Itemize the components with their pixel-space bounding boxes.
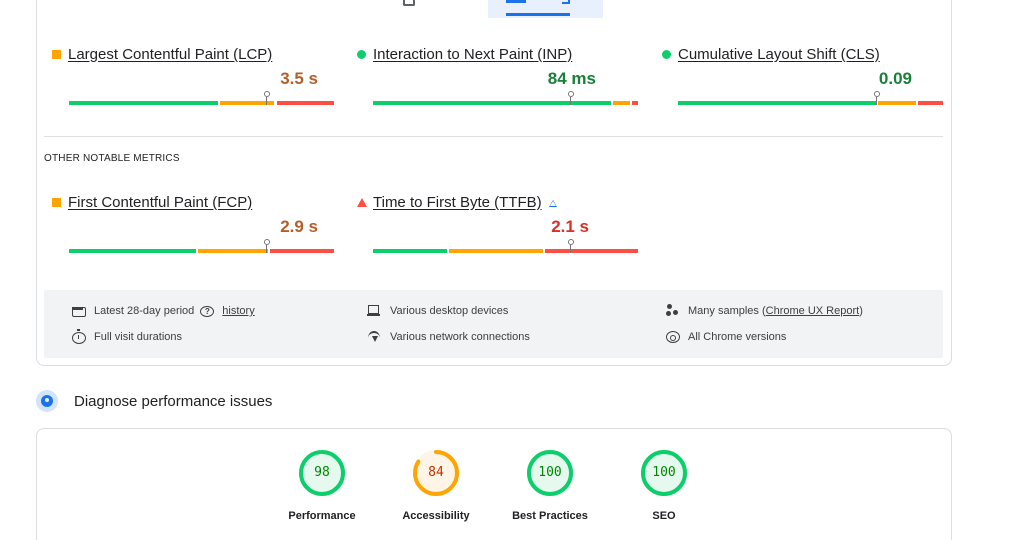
distribution-bar bbox=[373, 239, 638, 255]
good-segment bbox=[69, 249, 196, 253]
active-tab-underline bbox=[506, 13, 570, 16]
metric-name-link[interactable]: Cumulative Layout Shift (CLS) bbox=[678, 45, 880, 63]
poor-segment bbox=[918, 101, 943, 105]
poor-segment bbox=[277, 101, 334, 105]
gauge-label: Performance bbox=[288, 510, 356, 522]
poor-segment bbox=[545, 249, 638, 253]
metric-value: 0.09 bbox=[878, 69, 912, 88]
metric-value: 84 ms bbox=[547, 69, 596, 88]
chrome-ux-report-link[interactable]: Chrome UX Report bbox=[765, 305, 860, 317]
desktop-tab[interactable] bbox=[488, 0, 603, 18]
gauge-score: 100 bbox=[538, 465, 562, 480]
gauge-arc bbox=[641, 450, 687, 496]
data-collection-info bbox=[44, 290, 943, 358]
poor-segment bbox=[270, 249, 334, 253]
help-icon[interactable]: ? bbox=[200, 305, 215, 317]
score-gauge-seo[interactable]: 100 SEO bbox=[614, 449, 714, 522]
mobile-tab-icon[interactable] bbox=[403, 0, 415, 6]
gauge-score: 100 bbox=[652, 465, 676, 480]
lighthouse-icon bbox=[36, 390, 58, 412]
calendar-icon bbox=[72, 307, 86, 317]
diagnose-header: Diagnose performance issues bbox=[36, 390, 272, 412]
average-segment bbox=[198, 249, 268, 253]
p75-marker bbox=[874, 91, 880, 105]
metric-value: 3.5 s bbox=[280, 69, 318, 88]
metric-name-link[interactable]: Interaction to Next Paint (INP) bbox=[373, 45, 573, 63]
average-segment bbox=[220, 101, 274, 105]
poor-segment bbox=[632, 101, 638, 105]
green-circle-icon bbox=[662, 49, 671, 59]
good-segment bbox=[373, 249, 447, 253]
average-segment bbox=[878, 101, 916, 105]
gauge-ring: 98 bbox=[298, 449, 346, 497]
metric-ttfb: Time to First Byte (TTFB) 2.1 s bbox=[357, 193, 638, 255]
p75-marker bbox=[568, 91, 574, 105]
gauge-arc bbox=[527, 450, 573, 496]
gauge-ring: 100 bbox=[526, 449, 574, 497]
gauge-score: 98 bbox=[314, 465, 330, 480]
lighthouse-card bbox=[36, 428, 952, 540]
average-segment bbox=[449, 249, 543, 253]
wifi-icon bbox=[368, 330, 382, 344]
red-triangle-icon bbox=[357, 197, 367, 207]
gauge-arc bbox=[299, 450, 345, 496]
history-link[interactable]: history bbox=[222, 305, 255, 317]
good-segment bbox=[373, 101, 611, 105]
info-network: Various network connections bbox=[368, 330, 530, 344]
chrome-icon bbox=[666, 331, 680, 343]
desktop-tab-icon bbox=[506, 0, 526, 3]
info-period: Latest 28-day period ? history bbox=[72, 304, 255, 318]
score-gauge-best-practices[interactable]: 100 Best Practices bbox=[500, 449, 600, 522]
gauge-label: SEO bbox=[652, 510, 676, 522]
green-circle-icon bbox=[357, 49, 366, 59]
desktop-tab-icon-edge bbox=[562, 0, 570, 4]
metric-cls: Cumulative Layout Shift (CLS) 0.09 bbox=[662, 45, 943, 107]
samples-icon bbox=[666, 304, 680, 318]
field-data-card bbox=[36, 0, 952, 366]
p75-marker bbox=[568, 239, 574, 253]
info-samples: Many samples (Chrome UX Report) bbox=[666, 304, 863, 318]
metric-lcp: Largest Contentful Paint (LCP) 3.5 s bbox=[52, 45, 334, 107]
p75-marker bbox=[264, 239, 270, 253]
gauge-label: Accessibility bbox=[402, 510, 470, 522]
metric-value: 2.1 s bbox=[551, 217, 589, 236]
gauge-ring: 84 bbox=[412, 449, 460, 497]
devices-icon bbox=[367, 304, 382, 318]
gauge-arc bbox=[413, 450, 459, 496]
metric-value: 2.9 s bbox=[280, 217, 318, 236]
distribution-bar bbox=[373, 91, 638, 107]
good-segment bbox=[69, 101, 218, 105]
gauge-ring: 100 bbox=[640, 449, 688, 497]
distribution-bar bbox=[678, 91, 943, 107]
p75-marker bbox=[264, 91, 270, 105]
info-devices: Various desktop devices bbox=[367, 304, 508, 318]
diagnose-title: Diagnose performance issues bbox=[74, 392, 273, 410]
timer-icon bbox=[72, 328, 86, 344]
distribution-bar bbox=[69, 239, 334, 255]
distribution-bar bbox=[69, 91, 334, 107]
section-divider bbox=[44, 136, 943, 137]
flask-icon[interactable] bbox=[548, 197, 558, 207]
metric-fcp: First Contentful Paint (FCP) 2.9 s bbox=[52, 193, 334, 255]
score-gauge-accessibility[interactable]: 84 Accessibility bbox=[386, 449, 486, 522]
gauge-score: 84 bbox=[428, 465, 444, 480]
average-segment bbox=[613, 101, 630, 105]
good-segment bbox=[678, 101, 876, 105]
score-gauge-performance[interactable]: 98 Performance bbox=[272, 449, 372, 522]
metric-name-link[interactable]: Time to First Byte (TTFB) bbox=[373, 193, 542, 211]
info-chrome-versions: All Chrome versions bbox=[666, 330, 786, 344]
orange-square-icon bbox=[52, 197, 61, 207]
metric-name-link[interactable]: Largest Contentful Paint (LCP) bbox=[68, 45, 273, 63]
metric-name-link[interactable]: First Contentful Paint (FCP) bbox=[68, 193, 253, 211]
metric-inp: Interaction to Next Paint (INP) 84 ms bbox=[357, 45, 638, 107]
other-metrics-heading: OTHER NOTABLE METRICS bbox=[44, 153, 180, 164]
orange-square-icon bbox=[52, 49, 61, 59]
gauge-label: Best Practices bbox=[512, 510, 588, 522]
info-visit-durations: Full visit durations bbox=[72, 328, 182, 344]
